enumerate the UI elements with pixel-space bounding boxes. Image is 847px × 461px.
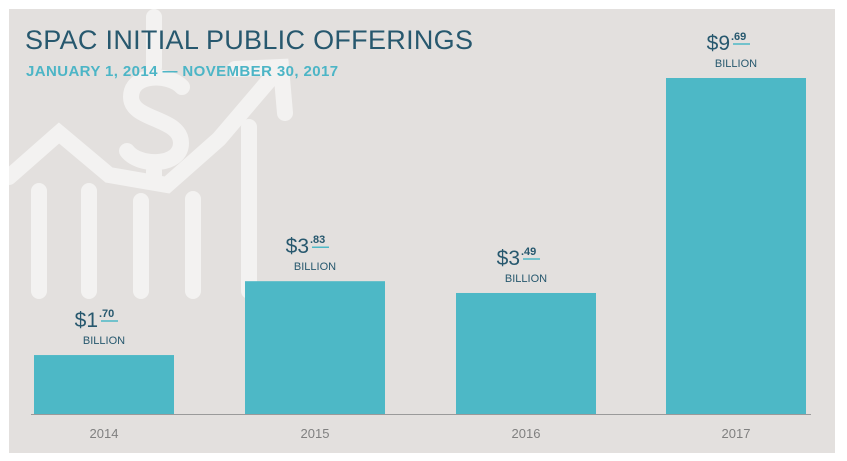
value-label-cents: .49 [521,246,536,258]
chart-subtitle: JANUARY 1, 2014 — NOVEMBER 30, 2017 [26,63,339,80]
dollar-growth-chart-icon [9,9,293,299]
value-label-unit: BILLION [505,273,547,285]
bar-2015 [245,281,385,414]
x-tick-label: 2014 [90,426,119,441]
chart-title: SPAC INITIAL PUBLIC OFFERINGS [25,25,474,55]
value-label-dollars: $3 [497,247,520,270]
x-tick-labels-group: 2014 2015 2016 2017 [90,426,751,441]
bars-group [34,78,806,414]
x-tick-label: 2015 [301,426,330,441]
value-label-cents: .69 [731,31,746,43]
value-label-cents: .83 [310,234,325,246]
value-label-cents: .70 [99,308,114,320]
chart-panel: $1.70 BILLION $3.83 BILLION $3.49 BILLION $9.6… [9,9,835,453]
value-label-unit: BILLION [715,58,757,70]
bar-2016 [456,292,596,414]
value-label-dollars: $3 [286,235,309,258]
value-label-dollars: $9 [707,32,730,55]
value-label-dollars: $1 [75,309,98,332]
x-tick-label: 2017 [722,426,751,441]
x-tick-label: 2016 [512,426,541,441]
value-label-unit: BILLION [83,335,125,347]
bar-2017 [666,78,806,414]
value-label-unit: BILLION [294,261,336,273]
bar-2014 [34,355,174,414]
